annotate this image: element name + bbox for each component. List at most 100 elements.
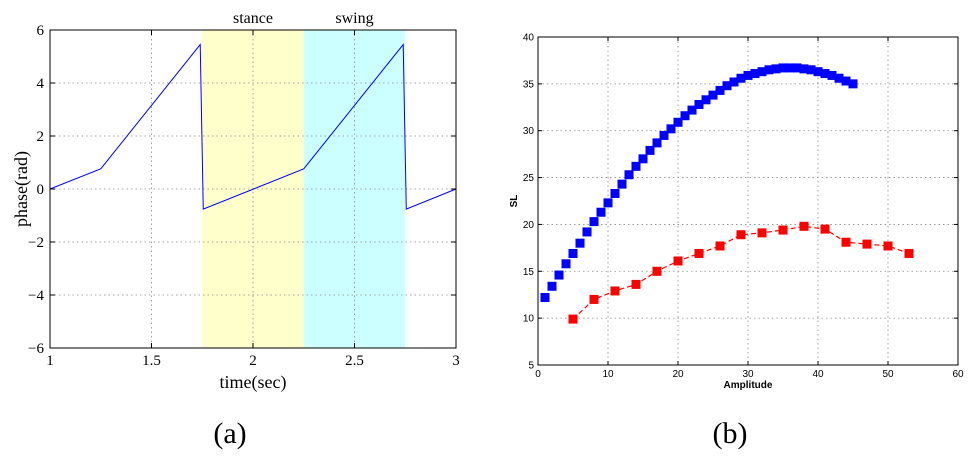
series-0-point bbox=[568, 248, 578, 258]
series-0-point bbox=[659, 130, 669, 140]
panel-a-caption: (a) bbox=[213, 417, 246, 450]
y-tick-label: 35 bbox=[523, 79, 535, 90]
series-1-point bbox=[757, 228, 767, 238]
y-tick-label: 2 bbox=[37, 129, 45, 145]
x-tick-label: 0 bbox=[535, 369, 541, 380]
series-0-point bbox=[764, 65, 774, 75]
series-1-point bbox=[820, 224, 830, 234]
series-0-point bbox=[652, 138, 662, 148]
series-0-point bbox=[617, 179, 627, 189]
series-1-point bbox=[673, 256, 683, 266]
series-0-point bbox=[792, 63, 802, 73]
region-label-stance: stance bbox=[233, 10, 273, 27]
series-0-point bbox=[638, 154, 648, 164]
panel-b-markers bbox=[540, 63, 914, 324]
panel-b-ticks: 0 10 20 30 40 50 60 5 10 15 20 25 30 35 40 bbox=[523, 33, 964, 381]
y-tick-label: 6 bbox=[37, 23, 45, 39]
series-0-point bbox=[771, 64, 781, 74]
series-0-point bbox=[666, 124, 676, 134]
y-tick-label: 4 bbox=[37, 76, 45, 92]
series-1-point bbox=[568, 314, 578, 324]
x-tick-label: 1 bbox=[46, 353, 54, 369]
series-0-point bbox=[547, 281, 557, 291]
series-0-point bbox=[603, 198, 613, 208]
x-tick-label: 50 bbox=[882, 369, 894, 380]
series-0-point bbox=[596, 207, 606, 217]
series-0-point bbox=[827, 70, 837, 80]
panel-b-grid bbox=[538, 37, 958, 365]
x-tick-label: 2 bbox=[249, 353, 257, 369]
y-tick-label: 30 bbox=[523, 126, 535, 137]
series-0-point bbox=[841, 76, 851, 86]
y-tick-label: 40 bbox=[523, 33, 535, 44]
panel-b-x-axis-label: Amplitude bbox=[724, 380, 773, 391]
x-tick-label: 10 bbox=[602, 369, 614, 380]
series-0-point bbox=[694, 99, 704, 109]
series-0-point bbox=[624, 170, 634, 180]
y-tick-label: 20 bbox=[523, 220, 535, 231]
series-1-point bbox=[610, 286, 620, 296]
series-0-point bbox=[687, 105, 697, 115]
series-1-point bbox=[799, 221, 809, 231]
series-1-point bbox=[589, 294, 599, 304]
panel-a-lines bbox=[49, 43, 457, 210]
series-0-point bbox=[750, 69, 760, 79]
series-1-point bbox=[736, 230, 746, 240]
panel-b-plot-area bbox=[538, 37, 958, 365]
panel-a-ticks: 1 1.5 2 2.5 3 −6 −4 −2 0 2 4 6 bbox=[28, 23, 460, 369]
panel-b-caption: (b) bbox=[713, 417, 748, 450]
y-tick-label: −2 bbox=[28, 235, 44, 251]
series-1-point bbox=[904, 248, 914, 258]
series-0-point bbox=[708, 90, 718, 100]
series-0-point bbox=[715, 85, 725, 95]
series-0-point bbox=[582, 227, 592, 237]
y-tick-label: 10 bbox=[523, 314, 535, 325]
series-0-point bbox=[820, 69, 830, 79]
y-tick-label: 25 bbox=[523, 173, 535, 184]
y-tick-label: −6 bbox=[28, 341, 44, 357]
x-tick-label: 1.5 bbox=[142, 353, 161, 369]
series-0-point bbox=[743, 70, 753, 80]
series-1-point bbox=[778, 225, 788, 235]
series-1-point bbox=[841, 237, 851, 247]
series-0-point bbox=[575, 238, 585, 248]
y-tick-label: 15 bbox=[523, 267, 535, 278]
panel-a-region-labels: stance swing bbox=[233, 10, 374, 27]
series-1-point bbox=[883, 241, 893, 251]
y-tick-label: −4 bbox=[28, 288, 44, 304]
series-0-point bbox=[729, 77, 739, 87]
x-tick-label: 20 bbox=[672, 369, 684, 380]
series-1-point bbox=[694, 248, 704, 258]
x-tick-label: 30 bbox=[742, 369, 754, 380]
series-1-point bbox=[715, 241, 725, 251]
series-0-point bbox=[610, 189, 620, 199]
series-0-point bbox=[673, 117, 683, 127]
series-0-point bbox=[799, 64, 809, 74]
series-0-point bbox=[589, 217, 599, 227]
panel-b-lines bbox=[572, 225, 910, 320]
phase-line bbox=[49, 43, 457, 210]
region-label-swing: swing bbox=[335, 10, 373, 27]
series-0-point bbox=[540, 293, 550, 303]
series-0-point bbox=[736, 73, 746, 83]
series-0-point bbox=[806, 65, 816, 75]
x-tick-label: 40 bbox=[812, 369, 824, 380]
panel-a: 1 1.5 2 2.5 3 −6 −4 −2 0 2 4 6 stance swing time(sec… bbox=[11, 10, 460, 450]
series-0-point bbox=[722, 81, 732, 91]
series-1-point bbox=[631, 279, 641, 289]
y-tick-label: 5 bbox=[528, 361, 534, 372]
series-1-point bbox=[652, 266, 662, 276]
panel-a-y-axis-label: phase(rad) bbox=[11, 151, 32, 227]
series-0-point bbox=[785, 63, 795, 73]
panel-b: 0 10 20 30 40 50 60 5 10 15 20 25 30 35 40 Amplitude S… bbox=[509, 33, 964, 451]
series-0-point bbox=[834, 73, 844, 83]
series-1-point bbox=[862, 239, 872, 249]
x-tick-label: 60 bbox=[952, 369, 964, 380]
panel-a-x-axis-label: time(sec) bbox=[220, 372, 287, 393]
series-0-point bbox=[680, 111, 690, 121]
series-0-point bbox=[848, 79, 858, 89]
panel-a-grid bbox=[50, 30, 456, 348]
series-0-point bbox=[701, 95, 711, 105]
series-0-point bbox=[778, 63, 788, 73]
